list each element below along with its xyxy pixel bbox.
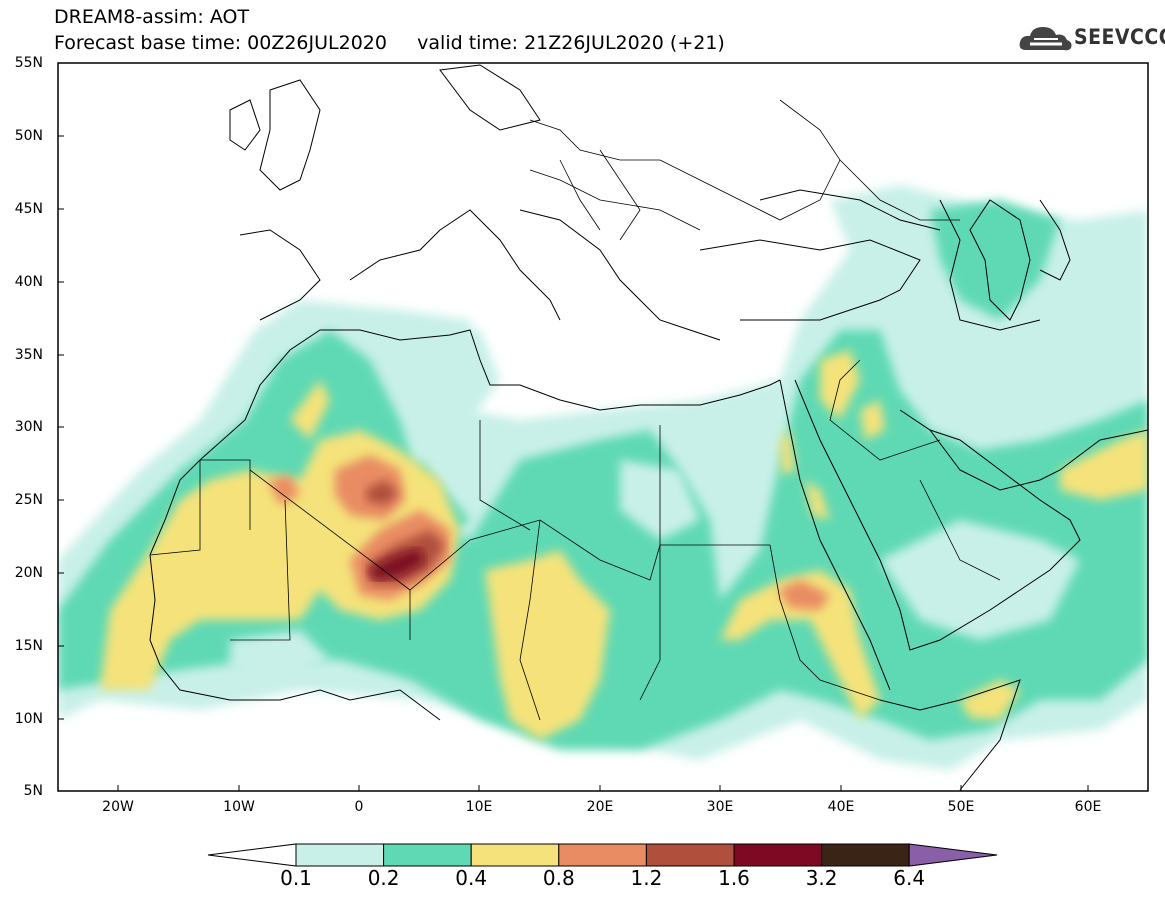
- colorbar-label: 0.4: [455, 866, 488, 890]
- colorbar: [207, 843, 998, 867]
- colorbar-bin-0.4: [470, 843, 560, 867]
- lat-label: 50N: [14, 128, 43, 144]
- country-borders: [149, 99, 1001, 721]
- lon-ticks: [117, 785, 1089, 791]
- colorbar-label: 0.8: [542, 866, 575, 890]
- colorbar-label: 3.2: [805, 866, 838, 890]
- lat-label: 15N: [14, 638, 43, 654]
- lat-ticks: [58, 62, 64, 792]
- colorbar-bin-0.8: [558, 843, 647, 867]
- lat-label: 45N: [14, 201, 43, 217]
- lon-label: 10W: [223, 799, 255, 815]
- colorbar-bin-0.2: [383, 843, 472, 867]
- lon-label: 60E: [1074, 799, 1102, 815]
- colorbar-under-arrow: [207, 843, 297, 867]
- aot-band-0.4: [100, 350, 1148, 740]
- lon-label: 0: [354, 799, 364, 815]
- seevccc-logo: SEEVCCC: [1018, 22, 1165, 56]
- lon-label: 50E: [947, 799, 975, 815]
- lon-label: 10E: [465, 799, 493, 815]
- lat-label: 40N: [14, 274, 43, 290]
- colorbar-bin-1.6: [733, 843, 823, 867]
- colorbar-label: 0.2: [367, 866, 400, 890]
- lat-label: 5N: [23, 783, 43, 799]
- forecast-time-label: Forecast base time: 00Z26JUL2020 valid t…: [54, 32, 725, 54]
- lat-label: 25N: [14, 492, 43, 508]
- colorbar-label: 1.2: [630, 866, 663, 890]
- aot-band-1.6: [368, 548, 425, 580]
- colorbar-label: 1.6: [718, 866, 750, 890]
- logo-text: SEEVCCC: [1074, 25, 1165, 49]
- aot-band-0.2: [58, 200, 1148, 750]
- colorbar-over-arrow: [908, 843, 998, 867]
- lon-label: 30E: [706, 799, 734, 815]
- colorbar-label: 0.1: [280, 866, 312, 890]
- lat-label: 35N: [14, 347, 43, 363]
- lon-label: 40E: [827, 799, 855, 815]
- colorbar-bin-1.2: [645, 843, 735, 867]
- chart-title: DREAM8-assim: AOT: [54, 6, 250, 28]
- colorbar-bin-0.1: [295, 843, 385, 867]
- colorbar-bin-3.2: [821, 843, 910, 867]
- lat-label: 20N: [14, 565, 43, 581]
- coastlines: [149, 64, 1148, 791]
- lon-label: 20E: [586, 799, 614, 815]
- lat-label: 10N: [14, 711, 43, 727]
- lat-label: 30N: [14, 419, 43, 435]
- colorbar-label: 6.4: [893, 866, 926, 890]
- aot-clear-areas: [230, 330, 1080, 680]
- cloud-icon: [1019, 27, 1072, 51]
- lat-label: 55N: [14, 55, 43, 71]
- aot-field: [58, 63, 1148, 791]
- lon-label: 20W: [102, 799, 134, 815]
